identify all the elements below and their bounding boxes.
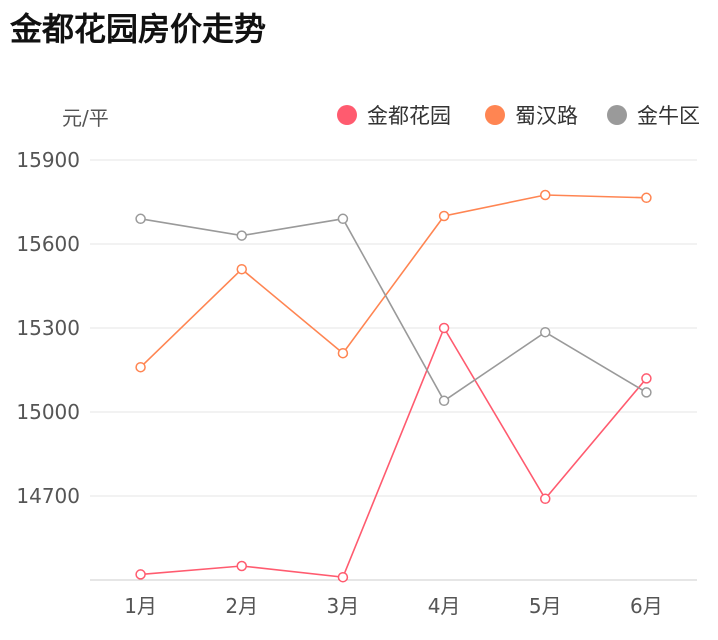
series-line	[140, 326, 648, 579]
data-point	[236, 263, 247, 275]
series-line	[140, 194, 647, 368]
data-point	[540, 326, 551, 338]
legend-label: 金牛区	[637, 104, 700, 128]
data-point	[540, 493, 551, 505]
data-point	[438, 210, 450, 222]
x-tick-label: 2月	[225, 594, 258, 618]
data-point	[337, 213, 349, 225]
y-tick-label: 15000	[16, 400, 80, 424]
x-tick-label: 1月	[124, 594, 157, 618]
y-tick-label: 14700	[16, 484, 80, 508]
chart-title: 金都花园房价走势	[10, 10, 267, 48]
legend-label: 蜀汉路	[515, 104, 578, 128]
y-tick-label: 15600	[16, 232, 80, 256]
y-axis-label: 元/平	[62, 106, 109, 130]
legend-marker	[607, 105, 627, 125]
data-point	[236, 230, 247, 241]
x-tick-label: 4月	[428, 594, 461, 618]
data-point	[337, 571, 349, 583]
legend-label: 金都花园	[367, 104, 451, 128]
legend-marker	[337, 105, 357, 125]
x-tick-label: 5月	[529, 594, 562, 618]
y-tick-label: 15300	[16, 316, 80, 340]
data-point	[641, 387, 652, 398]
legend-marker	[485, 105, 505, 125]
data-point	[337, 347, 349, 359]
data-point	[641, 192, 652, 204]
data-point	[236, 560, 247, 572]
data-point	[641, 373, 652, 384]
data-point	[135, 361, 146, 373]
y-tick-label: 15900	[16, 148, 80, 172]
data-point	[135, 569, 146, 580]
x-tick-label: 3月	[327, 594, 360, 618]
x-tick-label: 6月	[630, 594, 663, 618]
data-point	[135, 213, 146, 225]
data-point	[438, 322, 450, 334]
data-point	[540, 189, 551, 201]
data-point	[438, 395, 450, 407]
series-line	[140, 217, 647, 402]
